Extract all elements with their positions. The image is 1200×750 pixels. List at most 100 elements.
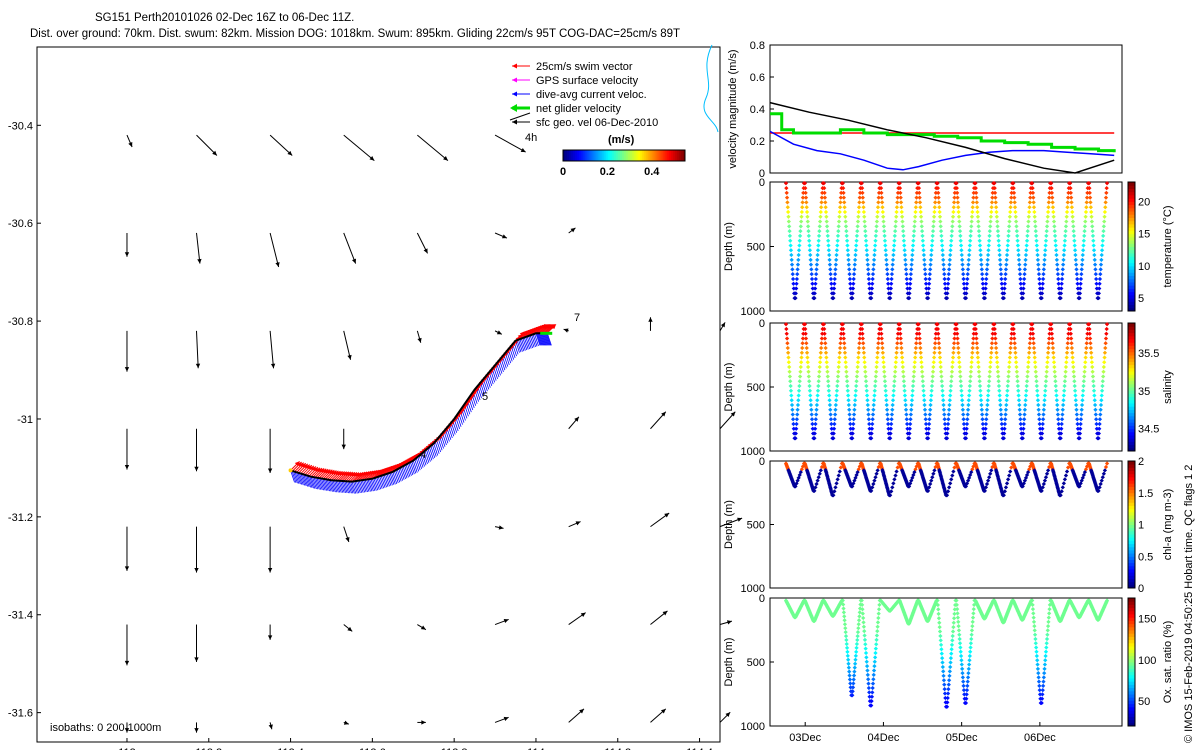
profile-point [1044, 471, 1050, 476]
map-colorbar-swatch [621, 150, 625, 161]
dac-vector [298, 472, 304, 486]
profile-point [939, 238, 944, 243]
profile-point [1045, 632, 1050, 637]
surface-velocity-arrow [269, 232, 280, 268]
scatter-colorbar-swatch [1128, 467, 1135, 472]
profile-point [990, 195, 995, 200]
time-tick-label: 05Dec [946, 732, 978, 744]
profile-point [898, 341, 904, 346]
profile-point [1092, 252, 1097, 258]
scatter-colorbar-swatch [1128, 687, 1135, 692]
profile-point [949, 477, 954, 482]
profile-point [940, 243, 945, 248]
time-tick-label: 06Dec [1024, 732, 1056, 744]
dac-vector [319, 478, 325, 491]
profile-point [1103, 205, 1108, 210]
dac-vector [313, 477, 319, 490]
scatter-colorbar-swatch [1128, 581, 1135, 586]
profile-point [956, 214, 962, 219]
profile-point [879, 336, 884, 341]
profile-point [942, 421, 948, 427]
scatter-colorbar-swatch [1128, 332, 1135, 337]
profile-point [1060, 412, 1065, 417]
profile-point [1033, 636, 1038, 642]
profile-point [938, 224, 943, 229]
profile-point [1041, 679, 1046, 684]
profile-point [938, 642, 944, 647]
profile-point [837, 469, 842, 474]
profile-point [947, 678, 952, 683]
swim-vector-head [325, 469, 331, 475]
profile-point [1081, 248, 1086, 253]
profile-point [903, 262, 908, 267]
profile-point [978, 388, 983, 393]
profile-point [871, 407, 876, 412]
swim-vector-head [464, 401, 470, 406]
profile-point [840, 322, 845, 327]
scatter-colorbar-swatch [1128, 524, 1135, 529]
profile-point [874, 471, 879, 476]
profile-point [1024, 248, 1029, 253]
profile-point [856, 205, 862, 210]
dac-vector [404, 465, 409, 478]
profile-point [815, 252, 820, 258]
profile-point [1061, 393, 1066, 398]
surface-velocity-arrow-head [124, 660, 130, 666]
profile-point [880, 200, 885, 205]
profile-point [902, 383, 907, 389]
profile-point [1042, 478, 1048, 483]
profile-point [805, 360, 810, 365]
profile-point [1060, 485, 1065, 490]
profile-point [968, 374, 973, 379]
profile-point [965, 407, 971, 412]
profile-point [1083, 214, 1088, 219]
profile-point [1012, 195, 1017, 200]
profile-point [1097, 426, 1102, 431]
profile-point [938, 638, 943, 643]
profile-point [823, 200, 828, 205]
surface-velocity-arrow-head [660, 708, 666, 714]
profile-point [1092, 393, 1097, 398]
profile-point [1031, 345, 1037, 351]
profile-point [817, 471, 822, 476]
profile-point [864, 252, 870, 258]
profile-point [964, 426, 969, 431]
profile-point [980, 276, 985, 282]
profile-point [789, 402, 795, 408]
profile-point [966, 398, 971, 403]
profile-point [1014, 360, 1019, 365]
profile-point [969, 214, 975, 219]
profile-point [1007, 355, 1012, 360]
surface-velocity-arrow-head [124, 367, 130, 372]
profile-point [1014, 369, 1019, 374]
profile-point [1042, 670, 1047, 676]
profile-point [871, 672, 876, 678]
profile-point [826, 379, 831, 384]
profile-point [1097, 421, 1102, 427]
scatter-colorbar-swatch [1128, 380, 1135, 385]
profile-point [835, 238, 840, 243]
dac-vector [347, 481, 352, 494]
profile-point [1064, 219, 1069, 224]
profile-point [1083, 350, 1089, 355]
profile-point [914, 190, 920, 195]
profile-point [857, 331, 863, 336]
map-colorbar-swatch [605, 150, 609, 161]
profile-point [839, 331, 844, 336]
profile-point [844, 369, 849, 374]
profile-point [980, 281, 985, 286]
profile-point [836, 473, 841, 478]
profile-point [961, 276, 966, 282]
profile-point [1056, 426, 1062, 431]
profile-point [884, 407, 890, 412]
profile-point [1064, 209, 1070, 215]
profile-point [867, 690, 872, 695]
profile-point [852, 402, 857, 408]
profile-point [989, 350, 994, 355]
profile-point [1102, 468, 1108, 473]
dac-vector [380, 475, 386, 488]
scatter-colorbar-label: temperature (°C) [1162, 205, 1174, 287]
profile-point [1078, 281, 1083, 286]
profile-point [1024, 388, 1029, 393]
profile-point [870, 685, 875, 691]
